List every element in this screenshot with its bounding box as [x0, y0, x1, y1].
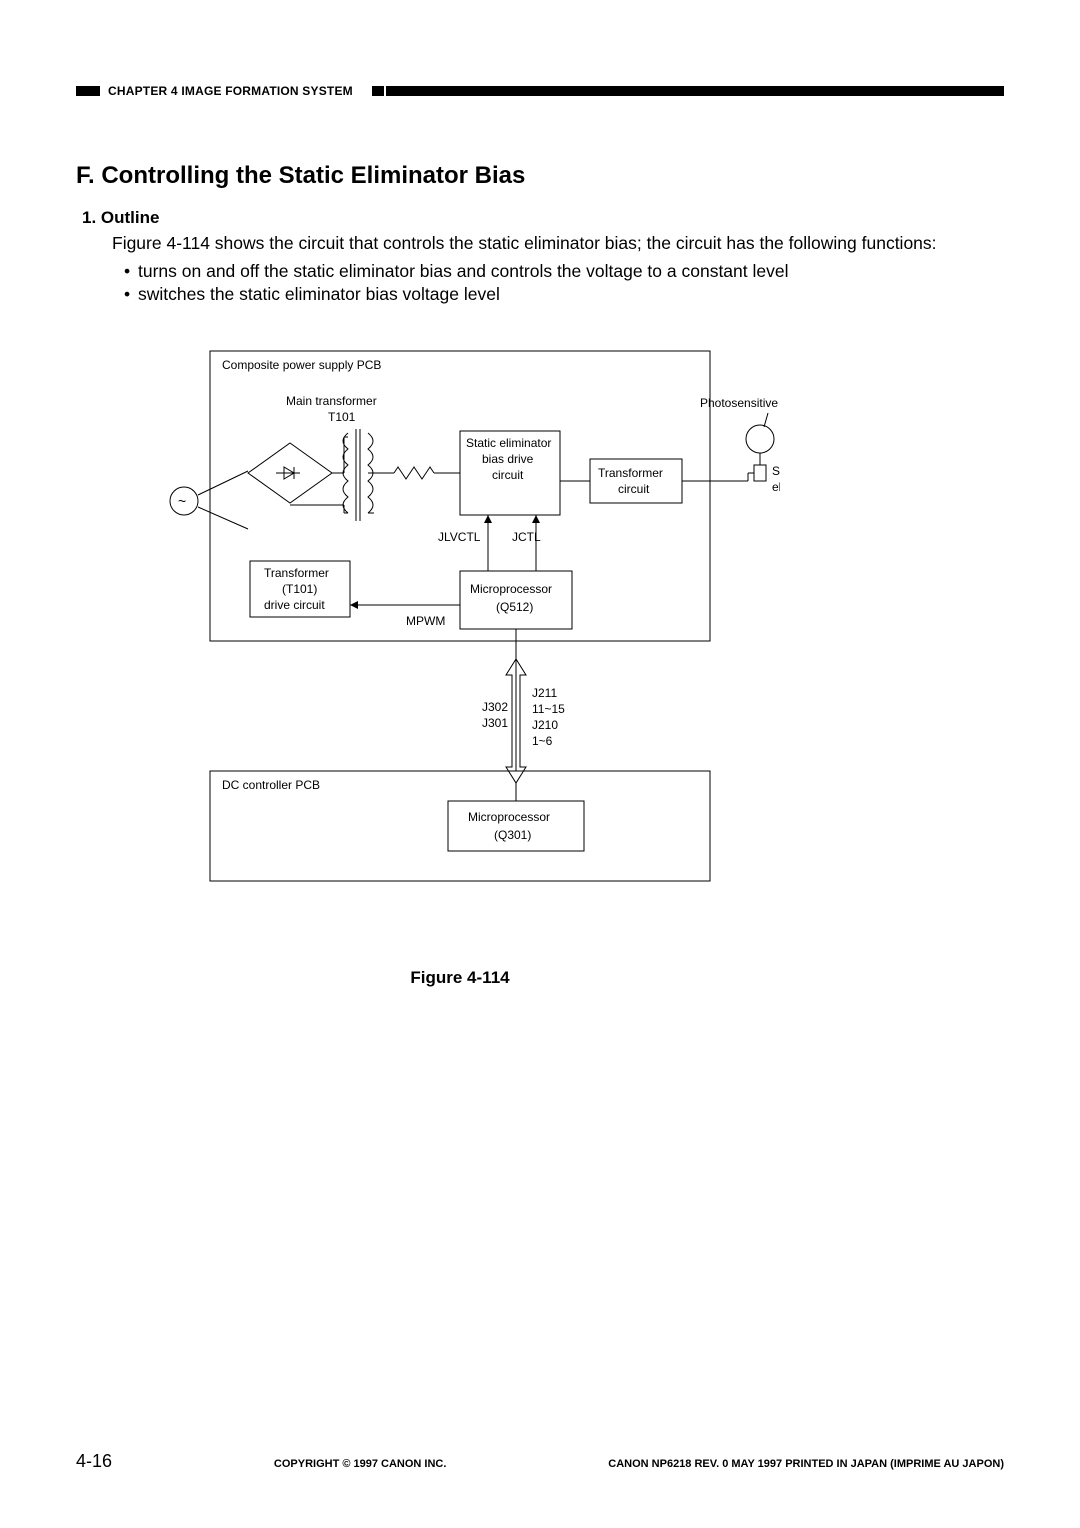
label-transformer-circuit-1: Transformer	[598, 466, 663, 480]
label-composite-pcb: Composite power supply PCB	[222, 358, 381, 372]
label-j211: J211	[532, 686, 557, 700]
outline-paragraph: Figure 4-114 shows the circuit that cont…	[76, 232, 1004, 256]
label-dc-controller: DC controller PCB	[222, 778, 320, 792]
chapter-label: CHAPTER 4 IMAGE FORMATION SYSTEM	[108, 84, 353, 98]
label-transformer-circuit-2: circuit	[618, 482, 650, 496]
figure-caption: Figure 4-114	[140, 968, 780, 988]
header-bar-mid	[372, 86, 384, 96]
label-static-1: Static	[772, 464, 780, 478]
label-j210: J210	[532, 718, 558, 732]
label-static-drive-3: circuit	[492, 468, 524, 482]
page-footer: 4-16 COPYRIGHT © 1997 CANON INC. CANON N…	[76, 1451, 1004, 1472]
subsection-title: 1. Outline	[82, 208, 1004, 228]
label-jlvctl: JLVCTL	[438, 530, 481, 544]
label-jctl: JCTL	[512, 530, 541, 544]
svg-text:~: ~	[178, 493, 186, 509]
label-j210-range: 1~6	[532, 734, 553, 748]
header-bar-right	[386, 86, 1004, 96]
header-bar: CHAPTER 4 IMAGE FORMATION SYSTEM	[76, 84, 1004, 98]
circuit-diagram-svg: Composite power supply PCB Main transfor…	[140, 341, 780, 941]
label-q301-1: Microprocessor	[468, 810, 550, 824]
header-bar-left	[76, 86, 100, 96]
footer-docref: CANON NP6218 REV. 0 MAY 1997 PRINTED IN …	[608, 1458, 1004, 1470]
bullet-text: switches the static eliminator bias volt…	[138, 283, 500, 307]
bullet-item: • turns on and off the static eliminator…	[124, 260, 1004, 284]
label-photosensitive: Photosensitive drum	[700, 396, 780, 410]
figure-4-114: Composite power supply PCB Main transfor…	[140, 341, 780, 946]
bullet-marker: •	[124, 260, 138, 284]
label-j302: J302	[482, 700, 508, 714]
label-t101: T101	[328, 410, 356, 424]
transformer-icon	[343, 429, 373, 521]
label-q512-2: (Q512)	[496, 600, 533, 614]
label-static-2: eliminator	[772, 480, 780, 494]
page-number: 4-16	[76, 1451, 112, 1472]
bullet-text: turns on and off the static eliminator b…	[138, 260, 788, 284]
bullet-list: • turns on and off the static eliminator…	[124, 260, 1004, 307]
label-mpwm: MPWM	[406, 614, 445, 628]
rectifier-icon	[248, 443, 332, 503]
label-t101drive-1: Transformer	[264, 566, 329, 580]
label-t101drive-3: drive circuit	[264, 598, 325, 612]
label-t101drive-2: (T101)	[282, 582, 317, 596]
section-title: F. Controlling the Static Eliminator Bia…	[76, 162, 1004, 190]
label-q301-2: (Q301)	[494, 828, 531, 842]
label-static-drive-1: Static eliminator	[466, 436, 551, 450]
label-q512-1: Microprocessor	[470, 582, 552, 596]
label-j211-range: 11~15	[532, 702, 565, 716]
footer-copyright: COPYRIGHT © 1997 CANON INC.	[274, 1458, 447, 1470]
label-main-transformer: Main transformer	[286, 394, 377, 408]
label-j301: J301	[482, 716, 508, 730]
label-static-drive-2: bias drive	[482, 452, 534, 466]
bullet-item: • switches the static eliminator bias vo…	[124, 283, 1004, 307]
bullet-marker: •	[124, 283, 138, 307]
